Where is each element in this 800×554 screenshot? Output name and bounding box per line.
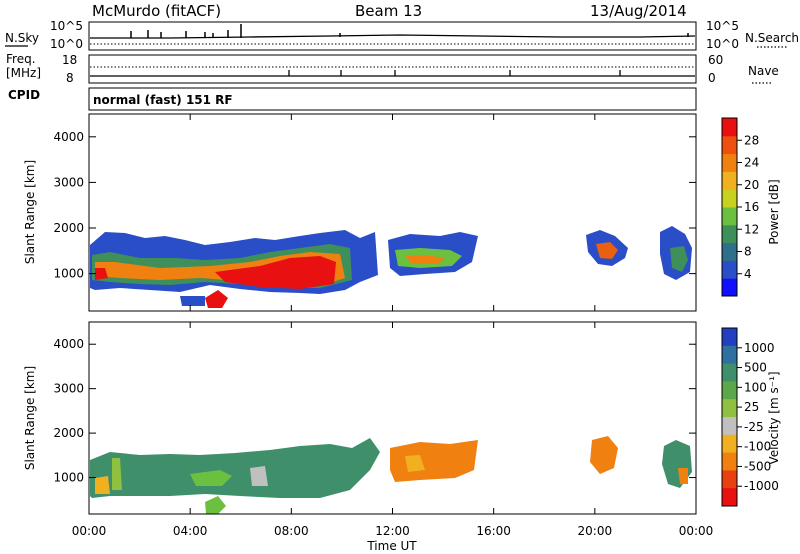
range-tick-label: 3000 [53, 382, 84, 396]
nsky-panel-frame [88, 21, 697, 51]
power-heatmap [90, 226, 692, 308]
freq-unit-label: [MHz] [6, 66, 41, 80]
beam-title: Beam 13 [355, 2, 422, 20]
cpid-panel-frame [88, 87, 697, 111]
colorbar-swatch [722, 488, 737, 507]
nsky-tick-top: 10^5 [50, 19, 83, 33]
power-colorbar-ticks: 4 8 12 16 20 24 28 [737, 133, 759, 281]
colorbar-swatch [722, 434, 737, 454]
colorbar-swatch [722, 189, 737, 208]
velocity-heatmap [90, 436, 692, 514]
colorbar-tick-label: -500 [744, 459, 771, 473]
nsearch-tick-bottom: 10^0 [706, 37, 739, 51]
time-tick-label: 12:00 [375, 524, 410, 538]
colorbar-swatch [722, 153, 737, 172]
colorbar-tick-label: 16 [744, 200, 759, 214]
colorbar-tick-label: 20 [744, 178, 759, 192]
nsky-label: N.Sky [5, 31, 39, 45]
range-tick-label: 2000 [53, 221, 84, 235]
colorbar-tick-label: 500 [744, 361, 767, 375]
nsearch-label: N.Search [745, 31, 799, 45]
colorbar-swatch [722, 207, 737, 226]
range-tick-label: 1000 [53, 267, 84, 281]
velocity-colorbar-ticks: 1000 500 100 25 -25 -100 -500 -1000 [737, 341, 779, 493]
colorbar-swatch [722, 363, 737, 382]
range-tick-label: 1000 [53, 471, 84, 485]
freq-label: Freq. [6, 52, 36, 66]
range-tick-label: 2000 [53, 426, 84, 440]
colorbar-tick-label: 24 [744, 156, 759, 170]
range-tick-label: 4000 [53, 337, 84, 351]
colorbar-swatch [722, 381, 737, 400]
colorbar-tick-label: 4 [744, 267, 752, 281]
nsky-tick-bottom: 10^0 [50, 37, 83, 51]
time-tick-label: 08:00 [274, 524, 309, 538]
time-axis-label: Time UT [366, 539, 417, 553]
velocity-colorbar [722, 328, 737, 507]
colorbar-tick-label: -25 [744, 420, 764, 434]
station-title: McMurdo (fitACF) [92, 2, 221, 20]
colorbar-swatch [722, 417, 737, 436]
nave-label: Nave [748, 64, 779, 78]
range-tick-label: 3000 [53, 175, 84, 189]
nsky-spikes [130, 24, 689, 38]
cpid-text: normal (fast) 151 RF [93, 93, 233, 107]
colorbar-tick-label: 12 [744, 222, 759, 236]
velocity-ylabel: Slant Range [km] [23, 366, 37, 470]
colorbar-tick-label: -1000 [744, 479, 779, 493]
colorbar-tick-label: -100 [744, 440, 771, 454]
freq-tick-top: 18 [62, 53, 77, 67]
time-tick-label: 00:00 [72, 524, 107, 538]
colorbar-swatch [722, 278, 737, 297]
velocity-colorbar-frame [721, 327, 738, 507]
time-tick-label: 04:00 [173, 524, 208, 538]
colorbar-tick-label: 100 [744, 380, 767, 394]
freq-tick-bottom: 8 [66, 71, 74, 85]
colorbar-tick-label: 8 [744, 245, 752, 259]
velocity-y-ticks: 1000 2000 3000 4000 [53, 337, 696, 485]
time-tick-label: 20:00 [578, 524, 613, 538]
time-axis-ticks: 00:00 04:00 08:00 12:00 16:00 20:00 00:00 [72, 114, 714, 538]
date-title: 13/Aug/2014 [590, 2, 687, 20]
colorbar-swatch [722, 399, 737, 418]
colorbar-swatch [722, 242, 737, 261]
nsky-trace [90, 34, 696, 39]
freq-spikes [288, 70, 621, 76]
colorbar-swatch [722, 135, 737, 155]
nave-tick-bottom: 0 [708, 71, 716, 85]
cpid-label: CPID [8, 88, 40, 102]
freq-panel-frame [88, 54, 697, 84]
time-tick-label: 16:00 [476, 524, 511, 538]
colorbar-tick-label: 1000 [744, 341, 775, 355]
range-tick-label: 4000 [53, 130, 84, 144]
colorbar-swatch [722, 345, 737, 365]
colorbar-swatch [722, 260, 737, 279]
nave-tick-top: 60 [708, 53, 723, 67]
colorbar-swatch [722, 224, 737, 244]
colorbar-swatch [722, 118, 737, 137]
power-ylabel: Slant Range [km] [23, 160, 37, 264]
colorbar-tick-label: 28 [744, 133, 759, 147]
colorbar-swatch [722, 328, 737, 347]
power-colorbar-label: Power [dB] [767, 179, 781, 244]
colorbar-swatch [722, 470, 737, 489]
nsearch-tick-top: 10^5 [706, 19, 739, 33]
time-tick-label: 00:00 [679, 524, 714, 538]
colorbar-swatch [722, 171, 737, 190]
colorbar-swatch [722, 452, 737, 471]
power-y-ticks: 1000 2000 3000 4000 [53, 130, 696, 281]
colorbar-tick-label: 25 [744, 400, 759, 414]
power-colorbar [722, 118, 737, 297]
velocity-colorbar-label: Velocity [m s⁻¹] [767, 371, 781, 464]
